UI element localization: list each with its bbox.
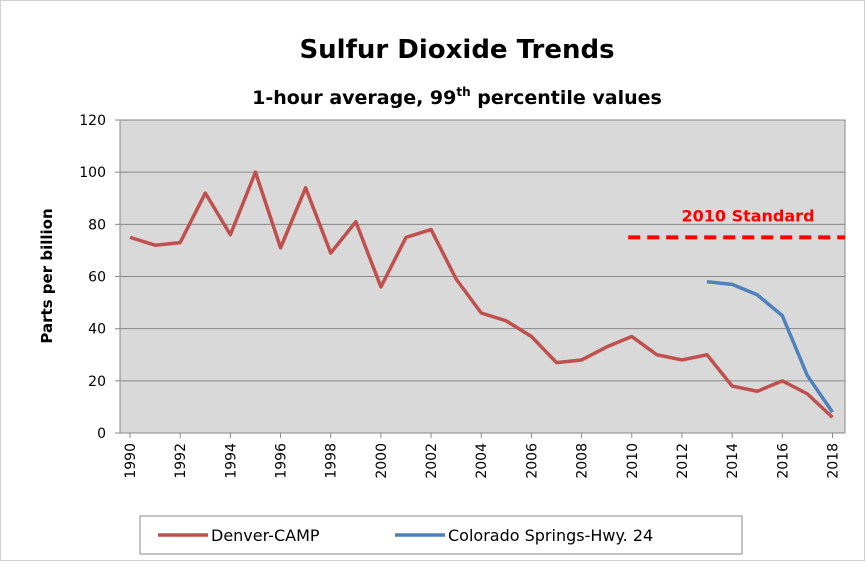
chart-title: Sulfur Dioxide Trends <box>299 35 614 65</box>
chart-subtitle: 1-hour average, 99th percentile values <box>252 85 662 109</box>
x-tick-label: 2004 <box>474 443 490 479</box>
x-tick-label: 1998 <box>324 443 340 479</box>
y-tick-label: 20 <box>88 374 106 390</box>
y-tick-label: 120 <box>79 113 106 129</box>
subtitle-part: percentile values <box>471 87 662 109</box>
x-tick-label: 1994 <box>223 443 239 479</box>
reference-label: 2010 Standard <box>681 206 814 225</box>
subtitle-sup: th <box>456 85 470 99</box>
y-tick-label: 0 <box>97 426 106 442</box>
subtitle-part: 1-hour average, 99 <box>252 87 456 109</box>
x-tick-label: 2006 <box>524 443 540 479</box>
x-tick-label: 2000 <box>374 443 390 479</box>
series-line <box>706 279 834 414</box>
legend-label: Colorado Springs-Hwy. 24 <box>448 526 653 545</box>
y-axis-label: Parts per billion <box>38 208 56 343</box>
x-tick-label: 1992 <box>173 443 189 479</box>
x-tick-label: 2008 <box>575 443 591 479</box>
x-tick-label: 2014 <box>725 443 741 479</box>
x-tick-label: 2002 <box>424 443 440 479</box>
x-tick-label: 1990 <box>123 443 139 479</box>
y-tick-label: 100 <box>79 165 106 181</box>
x-tick-label: 2010 <box>625 443 641 479</box>
legend-label: Denver-CAMP <box>211 526 320 545</box>
y-tick-label: 40 <box>88 322 106 338</box>
x-tick-label: 2018 <box>825 443 841 479</box>
x-tick-label: 2012 <box>675 443 691 479</box>
x-tick-label: 1996 <box>274 443 290 479</box>
y-tick-label: 80 <box>88 217 106 233</box>
x-tick-label: 2016 <box>775 443 791 479</box>
y-tick-label: 60 <box>88 270 106 286</box>
series-line <box>129 170 834 419</box>
